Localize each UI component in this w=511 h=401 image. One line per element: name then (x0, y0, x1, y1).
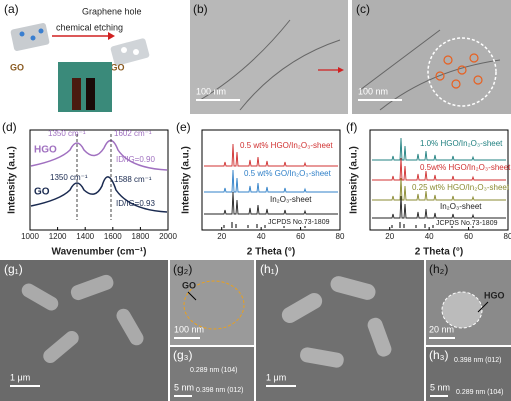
scale-label: 100 nm (196, 86, 226, 96)
scale-label: 5 nm (174, 382, 194, 392)
panel-label: (c) (356, 2, 370, 16)
panel-label: (e) (176, 120, 191, 134)
x-tick-label: 20 (385, 232, 394, 241)
plot-frame (201, 129, 341, 231)
series-label: HGO (34, 145, 57, 156)
x-tick-label: 1200 (49, 232, 67, 241)
curve-label: 0.5wt% HGO/In₂O₃-sheet (420, 163, 511, 172)
tem-image (190, 0, 348, 114)
scale-label: 5 nm (430, 382, 450, 392)
x-tick-label: 60 (296, 232, 305, 241)
panel-b: (b) 100 nm (190, 0, 348, 114)
scale-label: 1 μm (10, 372, 30, 382)
x-tick-label: 40 (425, 232, 434, 241)
panel-f: (f) Intensity (a.u.) 2 Theta (°) 1.0% HG… (346, 120, 511, 257)
panel-label: (h₃) (429, 348, 449, 362)
curve-label: 0.5 wt% HGO/In₂O₃-sheet (240, 141, 333, 150)
plot-frame (369, 129, 509, 231)
d-spacing: 0.289 nm (104) (190, 367, 237, 374)
tag: HGO (484, 290, 505, 300)
panel-label: (g₃) (173, 348, 193, 362)
panel-label: (f) (346, 120, 357, 134)
panel-e: (e) Intensity (a.u.) 2 Theta (°) 0.5 wt%… (176, 120, 341, 258)
x-tick-label: 40 (257, 232, 266, 241)
x-tick-label: 1800 (132, 232, 150, 241)
panel-label: (d) (2, 120, 17, 134)
panel-c: (c) 100 nm (352, 0, 511, 114)
plot-frame (29, 129, 169, 231)
peak-label: 1588 cm⁻¹ (114, 175, 152, 184)
y-axis-label: Intensity (a.u.) (181, 146, 192, 214)
x-tick-label: 60 (464, 232, 473, 241)
series-label: GO (34, 187, 50, 198)
scale-label: 20 nm (429, 324, 454, 334)
ratio-label: ID/IG=0.90 (116, 155, 155, 164)
scale-label: 1 μm (266, 372, 286, 382)
hgo-curve (30, 139, 168, 171)
panel-label: (a) (4, 2, 19, 16)
curve-label: 0.25 wt% HGO/In₂O₃-sheet (412, 183, 510, 192)
etch-label: chemical etching (56, 22, 123, 32)
panel-label: (g₁) (4, 262, 23, 276)
peak-label: 1350 cm⁻¹ (48, 129, 86, 138)
x-tick-label: 2000 (159, 232, 177, 241)
hgo-label: HGO (104, 62, 125, 72)
x-axis-label: Wavenumber (cm⁻¹) (52, 247, 147, 258)
scale-label: 100 nm (174, 324, 204, 334)
panel-a: (a) chemical etching Graphene hole GO HG… (4, 2, 150, 112)
panel-h: (h₁) 1 μm (h₂) HGO 20 nm (h₃) 0.398 nm (… (256, 260, 511, 401)
photo (58, 62, 112, 112)
d-spacing: 0.289 nm (104) (456, 389, 503, 396)
curve-label: 0.5 wt% GO/In₂O₃-sheet (244, 169, 332, 178)
curve-label: 1.0% HGO/In₂O₃-sheet (420, 139, 503, 148)
x-tick-label: 80 (336, 232, 345, 241)
peak-label: 1602 cm⁻¹ (114, 129, 152, 138)
ratio-label: ID/IG=0.93 (116, 199, 155, 208)
x-tick-label: 1400 (76, 232, 94, 241)
x-axis-label: 2 Theta (°) (247, 247, 295, 258)
x-tick-label: 1000 (21, 232, 39, 241)
x-tick-label: 80 (504, 232, 511, 241)
hrtem-image (170, 347, 254, 401)
ref-label: JCPDS No.73-1809 (268, 219, 330, 226)
hgo-sheet (110, 38, 150, 66)
hole-label: Graphene hole (82, 6, 142, 16)
panel-d: (d) Intensity (a.u.) Wavenumber (cm⁻¹) H… (2, 120, 169, 258)
ref-label: JCPDS No.73-1809 (436, 220, 498, 227)
y-axis-label: Intensity (a.u.) (349, 146, 360, 214)
x-axis-label: 2 Theta (°) (415, 247, 463, 258)
peak-label: 1350 cm⁻¹ (50, 173, 88, 182)
curve-label: In₂O₃-sheet (270, 195, 312, 204)
go-sheet (10, 23, 50, 51)
go-curve (30, 176, 168, 213)
panel-label: (h₁) (260, 262, 279, 276)
go-label: GO (10, 62, 24, 72)
panel-g: (g₁) 1 μm (g₂) GO 100 nm (g₃) 0.289 nm (… (0, 260, 254, 401)
d-spacing: 0.398 nm (012) (454, 357, 501, 364)
y-axis-label: Intensity (a.u.) (7, 146, 18, 214)
scale-label: 100 nm (358, 86, 388, 96)
curve-label: In₂O₃-sheet (440, 202, 482, 211)
panel-label: (h₂) (429, 262, 448, 276)
panel-label: (b) (193, 2, 208, 16)
panel-label: (g₂) (173, 262, 192, 276)
x-tick-label: 1600 (104, 232, 122, 241)
hrtem-image (426, 347, 511, 401)
x-tick-label: 20 (217, 232, 226, 241)
tag: GO (182, 280, 196, 290)
d-spacing: 0.398 nm (012) (196, 387, 243, 394)
